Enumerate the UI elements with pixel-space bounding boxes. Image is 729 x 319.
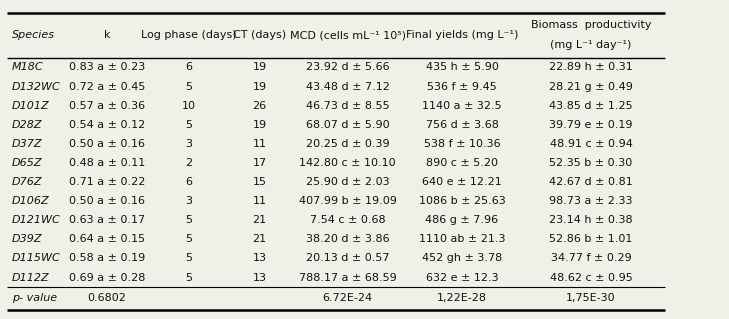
Text: 3: 3 bbox=[186, 139, 192, 149]
Text: D112Z: D112Z bbox=[12, 272, 49, 283]
Text: 2: 2 bbox=[186, 158, 192, 168]
Text: Biomass  productivity: Biomass productivity bbox=[531, 20, 651, 30]
Text: 23.14 h ± 0.38: 23.14 h ± 0.38 bbox=[549, 215, 633, 225]
Text: 15: 15 bbox=[252, 177, 267, 187]
Text: 17: 17 bbox=[252, 158, 267, 168]
Text: D76Z: D76Z bbox=[12, 177, 42, 187]
Text: 26: 26 bbox=[252, 100, 267, 111]
Text: Species: Species bbox=[12, 30, 55, 40]
Text: 5: 5 bbox=[186, 215, 192, 225]
Text: 22.89 h ± 0.31: 22.89 h ± 0.31 bbox=[549, 63, 633, 72]
Text: 48.62 c ± 0.95: 48.62 c ± 0.95 bbox=[550, 272, 632, 283]
Text: 23.92 d ± 5.66: 23.92 d ± 5.66 bbox=[306, 63, 389, 72]
Text: 13: 13 bbox=[252, 272, 267, 283]
Text: 19: 19 bbox=[252, 82, 267, 92]
Text: 0.48 a ± 0.11: 0.48 a ± 0.11 bbox=[69, 158, 145, 168]
Text: 890 c ± 5.20: 890 c ± 5.20 bbox=[426, 158, 498, 168]
Text: Final yields (mg L⁻¹): Final yields (mg L⁻¹) bbox=[406, 30, 518, 40]
Text: 52.86 b ± 1.01: 52.86 b ± 1.01 bbox=[549, 234, 633, 244]
Text: D132WC: D132WC bbox=[12, 82, 61, 92]
Text: 538 f ± 10.36: 538 f ± 10.36 bbox=[424, 139, 500, 149]
Text: D39Z: D39Z bbox=[12, 234, 42, 244]
Text: 0.64 a ± 0.15: 0.64 a ± 0.15 bbox=[69, 234, 145, 244]
Text: 407.99 b ± 19.09: 407.99 b ± 19.09 bbox=[299, 196, 397, 206]
Text: 6: 6 bbox=[186, 177, 192, 187]
Text: 5: 5 bbox=[186, 272, 192, 283]
Text: p- value: p- value bbox=[12, 293, 57, 303]
Text: 5: 5 bbox=[186, 253, 192, 263]
Text: 640 e ± 12.21: 640 e ± 12.21 bbox=[422, 177, 502, 187]
Text: 632 e ± 12.3: 632 e ± 12.3 bbox=[426, 272, 499, 283]
Text: 0.54 a ± 0.12: 0.54 a ± 0.12 bbox=[69, 120, 145, 130]
Text: 1110 ab ± 21.3: 1110 ab ± 21.3 bbox=[418, 234, 505, 244]
Text: 452 gh ± 3.78: 452 gh ± 3.78 bbox=[422, 253, 502, 263]
Text: 43.48 d ± 7.12: 43.48 d ± 7.12 bbox=[305, 82, 389, 92]
Text: 1086 b ± 25.63: 1086 b ± 25.63 bbox=[418, 196, 505, 206]
Text: 756 d ± 3.68: 756 d ± 3.68 bbox=[426, 120, 499, 130]
Text: 38.20 d ± 3.86: 38.20 d ± 3.86 bbox=[306, 234, 389, 244]
Text: 7.54 c ± 0.68: 7.54 c ± 0.68 bbox=[310, 215, 386, 225]
Text: 52.35 b ± 0.30: 52.35 b ± 0.30 bbox=[550, 158, 633, 168]
Text: 46.73 d ± 8.55: 46.73 d ± 8.55 bbox=[306, 100, 389, 111]
Text: 0.72 a ± 0.45: 0.72 a ± 0.45 bbox=[69, 82, 145, 92]
Text: D115WC: D115WC bbox=[12, 253, 61, 263]
Text: 20.25 d ± 0.39: 20.25 d ± 0.39 bbox=[306, 139, 389, 149]
Text: D101Z: D101Z bbox=[12, 100, 49, 111]
Text: CT (days): CT (days) bbox=[233, 30, 286, 40]
Text: D37Z: D37Z bbox=[12, 139, 42, 149]
Text: (mg L⁻¹ day⁻¹): (mg L⁻¹ day⁻¹) bbox=[550, 40, 631, 50]
Text: 28.21 g ± 0.49: 28.21 g ± 0.49 bbox=[549, 82, 633, 92]
Text: 6: 6 bbox=[186, 63, 192, 72]
Text: 10: 10 bbox=[182, 100, 196, 111]
Text: 68.07 d ± 5.90: 68.07 d ± 5.90 bbox=[306, 120, 389, 130]
Text: 42.67 d ± 0.81: 42.67 d ± 0.81 bbox=[549, 177, 633, 187]
Text: 98.73 a ± 2.33: 98.73 a ± 2.33 bbox=[549, 196, 633, 206]
Text: 0.69 a ± 0.28: 0.69 a ± 0.28 bbox=[69, 272, 145, 283]
Text: 435 h ± 5.90: 435 h ± 5.90 bbox=[426, 63, 499, 72]
Text: 788.17 a ± 68.59: 788.17 a ± 68.59 bbox=[299, 272, 397, 283]
Text: D65Z: D65Z bbox=[12, 158, 42, 168]
Text: 25.90 d ± 2.03: 25.90 d ± 2.03 bbox=[306, 177, 389, 187]
Text: 20.13 d ± 0.57: 20.13 d ± 0.57 bbox=[306, 253, 389, 263]
Text: k: k bbox=[104, 30, 110, 40]
Text: 6.72E-24: 6.72E-24 bbox=[323, 293, 373, 303]
Text: 1140 a ± 32.5: 1140 a ± 32.5 bbox=[422, 100, 502, 111]
Text: 34.77 f ± 0.29: 34.77 f ± 0.29 bbox=[550, 253, 631, 263]
Text: 1,22E-28: 1,22E-28 bbox=[437, 293, 487, 303]
Text: 5: 5 bbox=[186, 82, 192, 92]
Text: D121WC: D121WC bbox=[12, 215, 61, 225]
Text: 11: 11 bbox=[252, 139, 267, 149]
Text: 5: 5 bbox=[186, 234, 192, 244]
Text: 1,75E-30: 1,75E-30 bbox=[566, 293, 616, 303]
Text: 3: 3 bbox=[186, 196, 192, 206]
Text: 11: 11 bbox=[252, 196, 267, 206]
Text: 13: 13 bbox=[252, 253, 267, 263]
Text: 39.79 e ± 0.19: 39.79 e ± 0.19 bbox=[549, 120, 633, 130]
Text: MCD (cells mL⁻¹ 10⁵): MCD (cells mL⁻¹ 10⁵) bbox=[289, 30, 406, 40]
Text: 19: 19 bbox=[252, 63, 267, 72]
Text: 0.71 a ± 0.22: 0.71 a ± 0.22 bbox=[69, 177, 145, 187]
Text: Log phase (days): Log phase (days) bbox=[141, 30, 237, 40]
Text: 21: 21 bbox=[252, 234, 267, 244]
Text: D106Z: D106Z bbox=[12, 196, 49, 206]
Text: 142.80 c ± 10.10: 142.80 c ± 10.10 bbox=[300, 158, 396, 168]
Text: 536 f ± 9.45: 536 f ± 9.45 bbox=[427, 82, 497, 92]
Text: 48.91 c ± 0.94: 48.91 c ± 0.94 bbox=[550, 139, 633, 149]
Text: 43.85 d ± 1.25: 43.85 d ± 1.25 bbox=[549, 100, 633, 111]
Text: 486 g ± 7.96: 486 g ± 7.96 bbox=[426, 215, 499, 225]
Text: 0.58 a ± 0.19: 0.58 a ± 0.19 bbox=[69, 253, 145, 263]
Text: 0.57 a ± 0.36: 0.57 a ± 0.36 bbox=[69, 100, 145, 111]
Text: 0.83 a ± 0.23: 0.83 a ± 0.23 bbox=[69, 63, 145, 72]
Text: 5: 5 bbox=[186, 120, 192, 130]
Text: 0.6802: 0.6802 bbox=[87, 293, 126, 303]
Text: M18C: M18C bbox=[12, 63, 43, 72]
Text: 19: 19 bbox=[252, 120, 267, 130]
Text: 0.50 a ± 0.16: 0.50 a ± 0.16 bbox=[69, 139, 145, 149]
Text: 0.63 a ± 0.17: 0.63 a ± 0.17 bbox=[69, 215, 145, 225]
Text: D28Z: D28Z bbox=[12, 120, 42, 130]
Text: 21: 21 bbox=[252, 215, 267, 225]
Text: 0.50 a ± 0.16: 0.50 a ± 0.16 bbox=[69, 196, 145, 206]
